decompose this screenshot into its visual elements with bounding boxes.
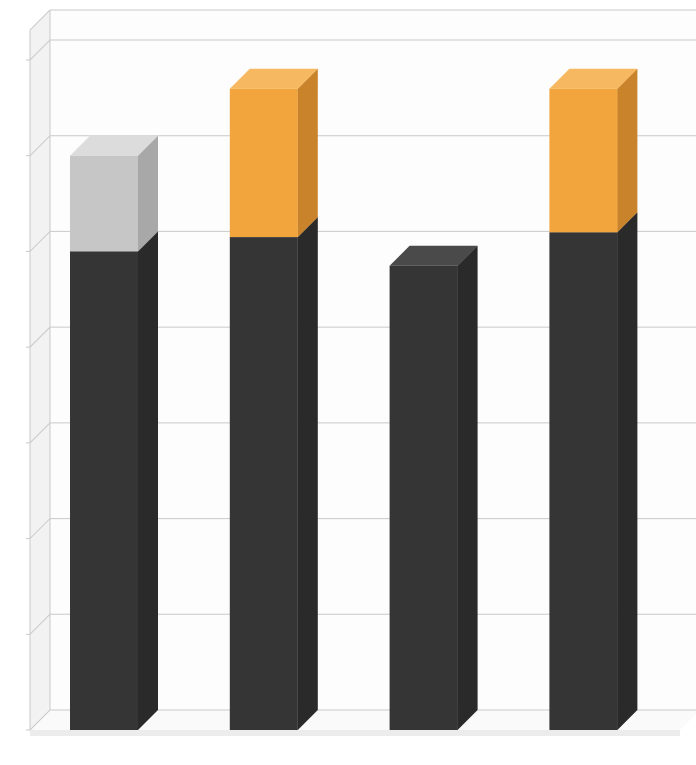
bar-segment — [549, 89, 617, 233]
stacked-bar-3d-chart — [0, 0, 696, 765]
bar-segment — [390, 266, 458, 730]
bar-segment — [70, 156, 138, 252]
bar-segment — [230, 237, 298, 730]
bar-segment — [230, 89, 298, 237]
bar-segment — [70, 251, 138, 730]
bar-segment — [549, 232, 617, 730]
